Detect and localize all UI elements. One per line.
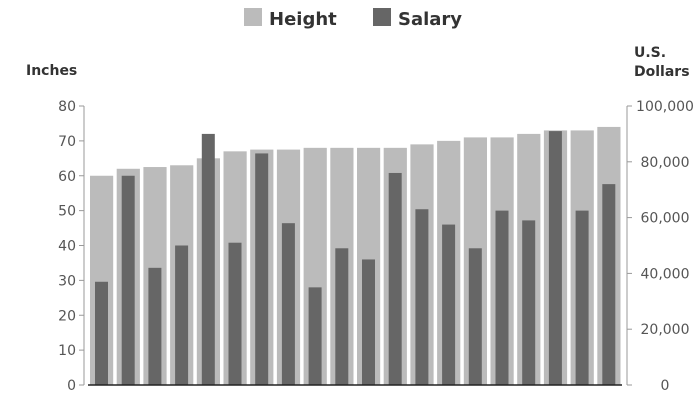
salary-bar	[95, 281, 108, 385]
salary-bar	[415, 209, 429, 385]
left-tick-label: 0	[67, 378, 76, 394]
salary-bar	[468, 248, 482, 385]
right-tick-label: 100,000	[636, 99, 694, 115]
right-tick-label: 80,000	[641, 155, 690, 171]
right-tick-label: 40,000	[641, 266, 690, 282]
salary-bar	[575, 210, 589, 385]
left-tick-label: 20	[58, 308, 76, 324]
right-tick-label: 20,000	[641, 322, 690, 338]
left-tick-label: 70	[58, 134, 76, 150]
height-series	[90, 126, 621, 386]
left-axis-title: Inches	[26, 63, 77, 79]
right-tick-label: 0	[661, 378, 670, 394]
salary-bar	[388, 172, 402, 385]
right-axis-title-line-2: Dollars	[634, 64, 690, 80]
right-axis: 0 20,000 40,000 60,000 80,000 100,000	[626, 99, 694, 394]
legend: Height Salary	[244, 8, 462, 30]
left-tick-label: 50	[58, 204, 76, 220]
legend-swatch-1	[373, 8, 391, 26]
left-tick-label: 40	[58, 239, 76, 255]
salary-bar	[121, 175, 135, 385]
salary-bar	[201, 133, 215, 385]
legend-label-1: Salary	[398, 9, 462, 30]
salary-bar	[522, 220, 536, 385]
left-tick-label: 10	[58, 343, 76, 359]
right-tick-label: 60,000	[641, 211, 690, 227]
left-tick-label: 80	[58, 99, 76, 115]
salary-bar	[255, 153, 269, 385]
legend-swatch-0	[244, 8, 262, 26]
salary-bar	[308, 287, 322, 385]
salary-bar	[228, 242, 242, 385]
salary-bar	[148, 267, 162, 385]
left-axis: 0 10 20 30 40 50 60 70 80	[58, 99, 85, 394]
salary-bar	[602, 184, 616, 385]
legend-label-0: Height	[269, 9, 337, 30]
salary-bar	[442, 224, 456, 385]
left-tick-label: 30	[58, 273, 76, 289]
salary-bar	[362, 259, 375, 385]
salary-bar	[175, 245, 189, 385]
left-tick-label: 60	[58, 169, 76, 185]
salary-series	[95, 131, 616, 385]
right-axis-title-line-1: U.S.	[634, 45, 666, 61]
salary-bar	[548, 131, 562, 385]
salary-bar	[495, 210, 509, 385]
salary-bar	[335, 248, 349, 385]
salary-bar	[281, 223, 295, 385]
